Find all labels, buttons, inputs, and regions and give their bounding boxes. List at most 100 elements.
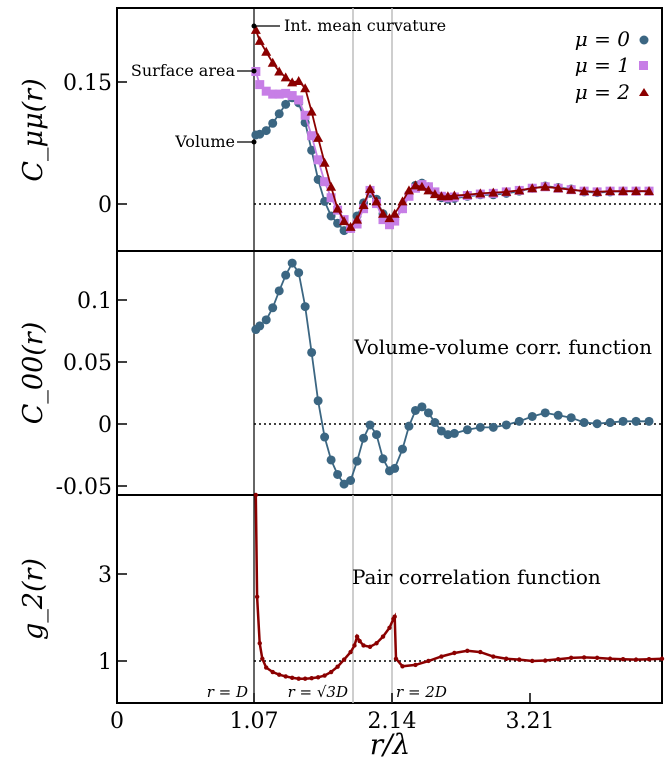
panel-2-series-1-point-39	[553, 410, 563, 420]
panel-1-series-3-point-4	[274, 66, 285, 76]
panel-2-series-1-point-20	[378, 454, 388, 464]
panel-1-series-3-point-37	[527, 183, 538, 193]
panel-2-series-1-point-37	[527, 411, 537, 421]
annotation-dot-surface	[251, 68, 257, 74]
panel-1-series-3-point-42	[592, 186, 603, 196]
panel-1-series-layer	[250, 24, 655, 236]
panel-3-series-1-point-35	[478, 649, 483, 655]
xtick-label-1.07: 1.07	[230, 709, 279, 734]
panel-1-series-3-point-26	[416, 181, 427, 191]
panel-3-series-1-point-44	[594, 655, 600, 661]
panel-3-series-1-point-33	[452, 650, 457, 656]
panel-3-series-1-point-34	[465, 648, 470, 653]
panel-1-series-3-point-20	[378, 208, 389, 218]
panel-3-series-1-point-22	[367, 644, 373, 649]
panel-2-ylabel: C_00(r)	[18, 322, 49, 425]
panel-1-series-3-point-17	[358, 200, 369, 210]
panel-1-series-2-point-8	[300, 110, 310, 120]
panel-2-series-1-point-24	[404, 421, 414, 431]
panel-2-series-1-point-36	[514, 416, 524, 426]
panel-1-series-2-point-20	[378, 215, 388, 225]
xtick-label-3.21: 3.21	[506, 709, 555, 734]
panel-3-series-1-point-15	[335, 664, 340, 669]
panel-3-series-1-point-19	[354, 634, 360, 639]
xtick-label-0: 0	[110, 709, 124, 734]
panel-3-series-1-point-17	[348, 649, 353, 655]
panel-2-series-1-point-2	[261, 315, 271, 325]
panel-2-frame	[116, 250, 663, 496]
panel-2-series-1-point-46	[644, 416, 654, 426]
panel-3-series-1-point-31	[426, 658, 431, 664]
panel-2-series-1-point-32	[462, 425, 472, 435]
panel-2-ytick-label-0.05: 0.05	[63, 351, 112, 376]
panel-2-series-1-point-31	[449, 428, 459, 438]
panel-1-series-3-point-13	[332, 203, 343, 213]
panel-3-series-1-point-37	[504, 656, 509, 661]
panel-1-series-2-point-21	[385, 220, 394, 230]
panel-3-series-1-point-20	[357, 638, 362, 644]
panel-3-series-1-point-6	[277, 672, 282, 677]
annotation-dot-curvature	[251, 23, 257, 29]
panel-2-series-1-point-17	[359, 433, 369, 443]
panel-1-series-3-point-22	[389, 208, 400, 218]
panel-3-series-1-point-8	[289, 675, 295, 680]
panel-2-series-1-point-45	[631, 416, 641, 426]
panel-1-series-3-point-32	[462, 189, 473, 199]
panel-1-series-3-point-46	[644, 186, 655, 196]
annotation-int-mean-curvature: Int. mean curvature	[284, 16, 446, 35]
panel-3-series-1-point-42	[568, 655, 574, 661]
panel-3-series-1-point-10	[302, 676, 308, 681]
panel-3-series-1-point-30	[413, 662, 418, 668]
panel-3-series-1-point-9	[296, 676, 301, 681]
panel-1-series-3-point-8	[300, 83, 311, 93]
panel-2-series-1-point-33	[475, 422, 485, 432]
panel-2-series-1-point-28	[430, 418, 440, 428]
panel-2-series-1-point-5	[281, 270, 291, 280]
panel-1-series-3-point-15	[345, 221, 356, 231]
panel-1-series-2-point-11	[320, 177, 330, 187]
panel-3-series-1-point-5	[270, 669, 275, 675]
legend-label-mu2: μ = 2	[575, 80, 630, 104]
panel-3-series-1-point-21	[361, 643, 366, 648]
panel-3-series-1-point-3	[260, 656, 265, 661]
panel-1-series-2-point-4	[274, 89, 284, 99]
panel-1-series-3-point-5	[280, 72, 291, 82]
annotation-volume: Volume	[174, 132, 235, 151]
panel-3-series-1-point-41	[555, 656, 561, 662]
annotation-dot-volume	[251, 139, 257, 145]
panel-3-ytick-label-1: 1	[98, 650, 112, 675]
panel-1-series-3-point-28	[429, 189, 440, 199]
panel-2-series-1-point-43	[605, 418, 615, 428]
panel-1-ytick-label-0: 0	[98, 193, 112, 218]
panel-1-series-3-point-14	[339, 216, 350, 226]
panel-2-series-1-point-13	[333, 469, 343, 479]
panel-2-series-1-point-16	[352, 456, 362, 466]
panel-3-series-1-point-11	[309, 676, 314, 681]
panel-2-series-layer	[251, 258, 654, 489]
panel-2-series-1-point-40	[566, 413, 576, 423]
label-r-equals-d: r = D	[207, 683, 248, 701]
panel-1-series-1-point-2	[261, 126, 271, 136]
legend-marker-mu0	[639, 35, 649, 45]
panel-3-series-1-point-7	[283, 674, 288, 679]
panel-3-series-1-point-32	[439, 654, 444, 659]
panel-1-series-3-point-3	[267, 57, 278, 67]
panel-3-title: Pair correlation function	[352, 565, 601, 589]
panel-2-series-1-point-15	[346, 476, 356, 486]
panel-1-ytick-label-0.15: 0.15	[63, 71, 112, 96]
panel-2-series-1-point-1	[255, 321, 265, 331]
panel-2-title: Volume-volume corr. function	[353, 335, 652, 359]
panel-3-series-1-point-46	[620, 656, 626, 662]
panel-1-series-2-point-24	[404, 191, 414, 201]
panel-2-series-1-point-4	[274, 286, 284, 296]
panel-1-series-1-point-5	[281, 99, 291, 109]
panel-1-series-3-point-40	[566, 184, 577, 194]
panel-2-series-1-point-42	[592, 419, 602, 429]
panel-1-series-3-point-21	[384, 213, 395, 223]
xtick-label-2.14: 2.14	[368, 709, 417, 734]
panel-3-ytick-label-3: 3	[98, 563, 112, 588]
panel-3-series-1-point-39	[530, 658, 535, 664]
x-axis-label: r/λ	[370, 728, 411, 760]
panel-2-series-1-point-12	[326, 455, 336, 465]
panel-c-mumu: 0.15 0 C_μμ(r) Int. mean curvature Surfa…	[18, 7, 663, 252]
